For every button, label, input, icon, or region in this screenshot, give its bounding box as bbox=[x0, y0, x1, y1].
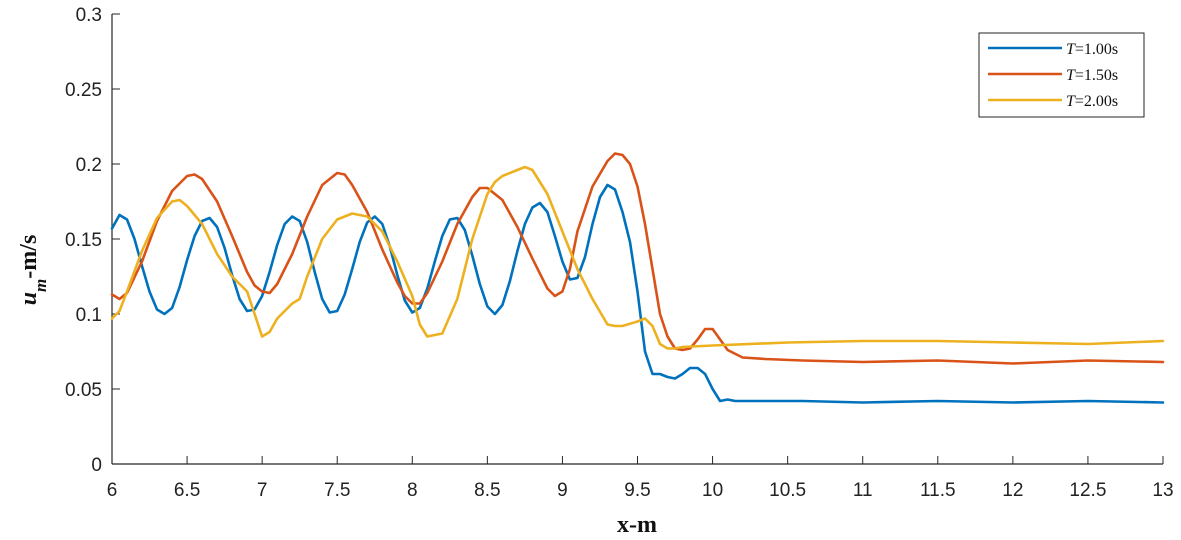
legend-label-value: =1.50s bbox=[1075, 67, 1118, 84]
x-tick-label: 12.5 bbox=[1069, 480, 1106, 501]
legend-label-var: T bbox=[1066, 41, 1076, 58]
y-axis-title: um-m/s bbox=[16, 235, 50, 306]
legend-label-3: T=2.00s bbox=[1066, 93, 1118, 110]
x-tick-label: 8 bbox=[407, 480, 418, 501]
y-ticks: 0 0.05 0.1 0.15 0.2 0.25 0.3 bbox=[65, 5, 120, 476]
y-axis-title-sub: m bbox=[31, 279, 50, 292]
plot-area: 0 0.05 0.1 0.15 0.2 0.25 0.3 6 6.5 7 7.5 8 8.5 9 9.5 1… bbox=[65, 5, 1174, 501]
legend-label-value: =1.00s bbox=[1075, 41, 1118, 58]
x-tick-label: 7 bbox=[257, 480, 268, 501]
x-tick-label: 6 bbox=[107, 480, 118, 501]
legend-label-1: T=1.00s bbox=[1066, 41, 1118, 58]
x-tick-label: 10.5 bbox=[769, 480, 806, 501]
y-tick-label: 0.2 bbox=[76, 155, 102, 176]
svg-text:um-m/s: um-m/s bbox=[16, 235, 50, 306]
x-tick-label: 10 bbox=[702, 480, 723, 501]
y-tick-label: 0 bbox=[91, 455, 102, 476]
y-axis-title-unit: -m/s bbox=[16, 235, 42, 279]
y-tick-label: 0.1 bbox=[76, 305, 102, 326]
x-axis-title: x-m bbox=[617, 512, 657, 538]
y-axis-title-var: u bbox=[16, 292, 42, 305]
x-tick-label: 9 bbox=[557, 480, 568, 501]
y-tick-label: 0.15 bbox=[65, 230, 102, 251]
series-line-3 bbox=[110, 165, 1165, 350]
x-tick-label: 11 bbox=[853, 480, 873, 501]
x-tick-label: 9.5 bbox=[624, 480, 650, 501]
y-tick-label: 0.05 bbox=[65, 380, 102, 401]
x-tick-label: 13 bbox=[1152, 480, 1173, 501]
x-tick-label: 11.5 bbox=[920, 480, 956, 501]
x-tick-label: 8.5 bbox=[474, 480, 500, 501]
legend-label-value: =2.00s bbox=[1075, 93, 1118, 110]
series-lines bbox=[110, 152, 1165, 404]
y-tick-label: 0.3 bbox=[76, 5, 102, 26]
legend-label-2: T=1.50s bbox=[1066, 67, 1118, 84]
x-ticks: 6 6.5 7 7.5 8 8.5 9 9.5 10 10.5 11 11.5 12 12.5 13 bbox=[107, 456, 1174, 501]
x-tick-label: 12 bbox=[1002, 480, 1023, 501]
x-tick-label: 7.5 bbox=[324, 480, 350, 501]
legend-label-var: T bbox=[1066, 67, 1076, 84]
y-tick-label: 0.25 bbox=[65, 80, 102, 101]
series-line-2 bbox=[110, 152, 1165, 365]
series-line-1 bbox=[110, 183, 1165, 404]
legend-label-var: T bbox=[1066, 93, 1076, 110]
x-tick-label: 6.5 bbox=[174, 480, 200, 501]
